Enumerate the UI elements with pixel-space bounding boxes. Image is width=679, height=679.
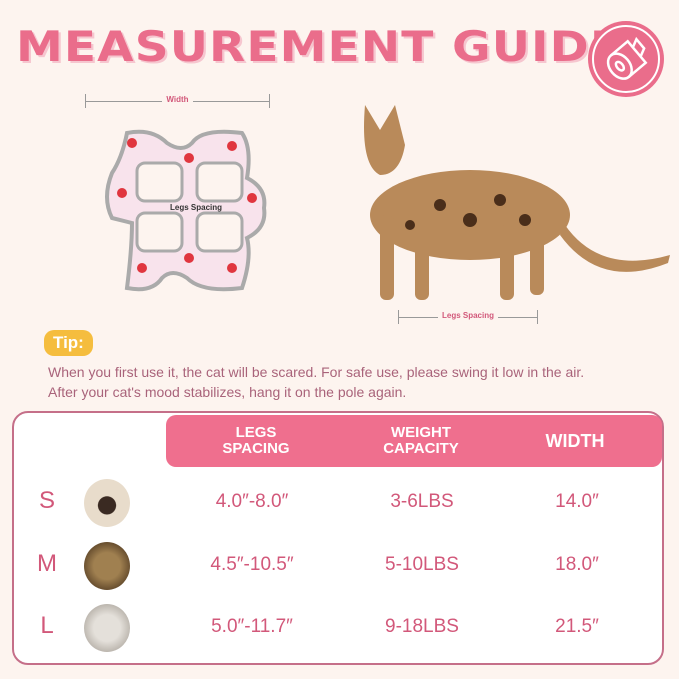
header-weight-capacity: WEIGHT CAPACITY (383, 424, 459, 457)
table-row: L 5.0″-11.7″ 9-18LBS 21.5″ (14, 598, 666, 658)
width-label: Width (162, 95, 193, 104)
size-chart-table: LEGS SPACING WEIGHT CAPACITY WIDTH S 4.0″-… (12, 411, 664, 665)
page-title: MEASUREMENT GUIDE (16, 22, 624, 71)
size-label: M (37, 550, 57, 577)
legs-value: 4.5″-10.5″ (210, 554, 294, 575)
weight-value: 3-6LBS (390, 491, 454, 512)
header-width: WIDTH (545, 431, 605, 451)
legs-value: 5.0″-11.7″ (211, 616, 293, 637)
siamese-cat-avatar (84, 479, 130, 527)
legs-spacing-label: Legs Spacing (170, 203, 222, 212)
tip-badge: Tip: (44, 330, 93, 356)
measuring-tape-icon (588, 21, 664, 97)
garment-image: Legs Spacing (105, 129, 267, 292)
table-header: LEGS SPACING WEIGHT CAPACITY WIDTH (166, 415, 662, 467)
bengal-cat-image (364, 105, 670, 300)
size-label: S (38, 487, 55, 514)
width-value: 14.0″ (555, 491, 599, 512)
table-row: M 4.5″-10.5″ 5-10LBS 18.0″ (14, 536, 666, 596)
tip-text: When you first use it, the cat will be s… (48, 364, 585, 400)
weight-value: 9-18LBS (385, 616, 459, 637)
table-row: S 4.0″-8.0″ 3-6LBS 14.0″ (14, 473, 666, 533)
width-measure: Width (85, 94, 270, 108)
width-value: 18.0″ (555, 554, 599, 575)
legs-spacing-measure: Legs Spacing (398, 310, 538, 324)
header-legs-spacing: LEGS SPACING (222, 424, 290, 457)
size-label: L (40, 612, 54, 639)
tabby-cat-avatar (84, 542, 130, 590)
legs-value: 4.0″-8.0″ (215, 491, 289, 512)
legs-spacing-label: Legs Spacing (437, 311, 498, 320)
british-shorthair-avatar (84, 604, 130, 652)
width-value: 21.5″ (555, 616, 599, 637)
weight-value: 5-10LBS (385, 554, 459, 575)
